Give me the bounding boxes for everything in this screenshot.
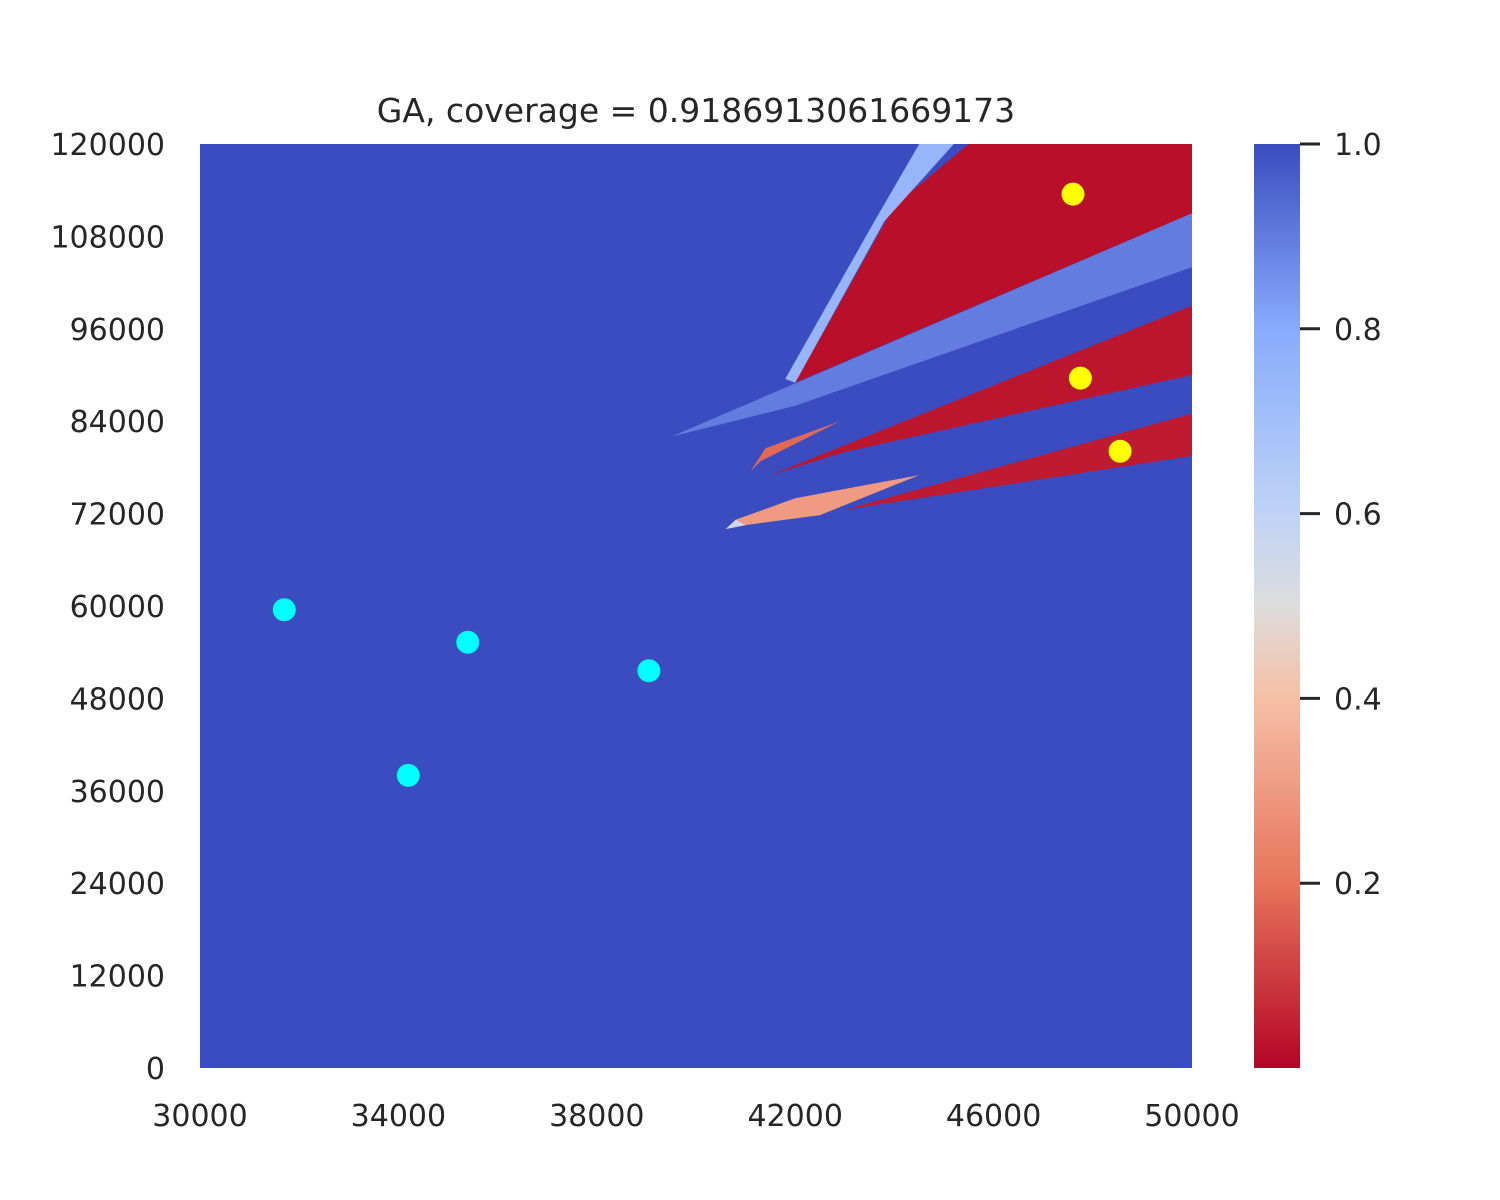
cyan-points-point-2 (396, 763, 420, 787)
x-tick-label: 46000 (946, 1099, 1041, 1134)
colorbar-axis: 0.2 0.4 0.6 0.8 1.0 (1300, 128, 1382, 902)
y-tick-label: 108000 (50, 220, 165, 255)
heatmap-region-light-blue-strip-top (785, 144, 954, 383)
y-tick-label: 36000 (70, 775, 165, 810)
yellow-points-point-3 (1108, 439, 1132, 463)
colorbar (1254, 144, 1300, 1068)
cyan-points-point-4 (637, 659, 661, 683)
y-tick-label: 60000 (70, 590, 165, 625)
heatmap-region-light-sliver-tip (725, 519, 746, 529)
heatmap-region-middle-red-wedge (770, 305, 1192, 476)
x-tick-label: 50000 (1144, 1099, 1239, 1134)
y-tick-label: 24000 (70, 867, 165, 902)
y-tick-label: 84000 (70, 405, 165, 440)
scatter-points (272, 182, 1132, 787)
colorbar-tick-label: 0.6 (1334, 498, 1382, 533)
heatmap-region-lower-red-wedge (844, 413, 1192, 510)
heatmap-region-top-red-wedge (795, 144, 1192, 383)
x-axis: 30000 34000 38000 42000 46000 50000 (152, 1099, 1239, 1134)
colorbar-tick-label: 0.4 (1334, 682, 1382, 717)
cyan-points-point-1 (272, 598, 296, 622)
x-tick-label: 34000 (351, 1099, 446, 1134)
heatmap-region-peach-sliver (725, 475, 920, 529)
colorbar-tick-label: 0.2 (1334, 867, 1382, 902)
yellow-points-point-1 (1061, 182, 1085, 206)
x-tick-label: 38000 (549, 1099, 644, 1134)
x-tick-label: 42000 (747, 1099, 842, 1134)
y-tick-label: 72000 (70, 498, 165, 533)
y-axis: 0 12000 24000 36000 48000 60000 72000 84000 9600… (50, 128, 165, 1087)
y-tick-label: 48000 (70, 682, 165, 717)
yellow-points-point-2 (1068, 366, 1092, 390)
y-tick-label: 0 (146, 1052, 165, 1087)
colorbar-tick-label: 0.8 (1334, 313, 1382, 348)
heatmap-region-blue-band-1 (671, 213, 1192, 437)
y-tick-label: 96000 (70, 313, 165, 348)
chart-title: GA, coverage = 0.9186913061669173 (377, 91, 1015, 130)
y-tick-label: 12000 (70, 960, 165, 995)
heatmap-regions (671, 144, 1192, 529)
cyan-points-point-3 (456, 630, 480, 654)
x-tick-label: 30000 (152, 1099, 247, 1134)
colorbar-tick-label: 1.0 (1334, 128, 1382, 163)
y-tick-label: 120000 (50, 128, 165, 163)
